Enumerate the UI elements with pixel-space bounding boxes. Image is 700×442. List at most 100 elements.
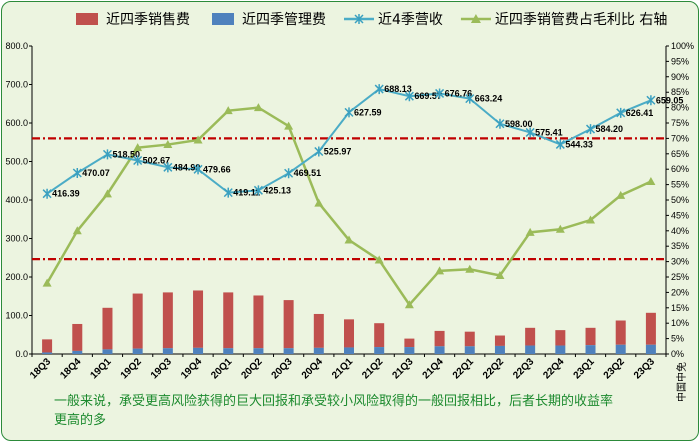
x-tick-label: 21Q2 — [360, 356, 385, 381]
admin-expense-bar — [645, 344, 656, 354]
legend-marker — [470, 14, 481, 23]
admin-expense-bar — [525, 345, 536, 354]
ratio-point — [133, 143, 143, 152]
x-axis-label: 中国中免 — [675, 362, 688, 402]
revenue-data-label: 626.41 — [626, 108, 654, 118]
legend-label: 近四季销售费 — [106, 12, 190, 28]
revenue-point — [193, 164, 203, 175]
revenue-point — [72, 168, 82, 179]
y2-tick-label: 90% — [671, 72, 689, 82]
revenue-data-label: 676.76 — [445, 88, 473, 98]
revenue-data-label: 502.67 — [143, 155, 171, 165]
admin-expense-bar — [494, 345, 505, 354]
revenue-data-label: 598.00 — [505, 119, 533, 129]
sales-expense-bar — [464, 331, 475, 347]
y2-tick-label: 80% — [671, 103, 689, 113]
y2-tick-label: 55% — [671, 180, 689, 190]
ratio-point — [344, 235, 354, 244]
revenue-point — [284, 168, 294, 179]
revenue-point — [495, 118, 505, 129]
y2-tick-label: 35% — [671, 241, 689, 251]
revenue-point — [646, 95, 656, 106]
x-tick-label: 21Q1 — [330, 356, 355, 381]
admin-expense-bar — [102, 349, 113, 354]
y2-tick-label: 60% — [671, 164, 689, 174]
sales-expense-bar — [42, 339, 53, 353]
revenue-data-label: 525.97 — [324, 147, 352, 157]
admin-expense-bar — [223, 348, 234, 354]
sales-expense-bar — [404, 338, 415, 348]
x-tick-label: 20Q2 — [239, 356, 264, 381]
admin-expense-bar — [615, 344, 626, 354]
revenue-point — [102, 149, 113, 160]
x-tick-label: 20Q4 — [300, 356, 325, 381]
revenue-data-label: 470.07 — [82, 168, 110, 178]
revenue-point — [314, 146, 324, 157]
y-tick-label: 0.0 — [15, 349, 28, 359]
x-tick-label: 22Q3 — [511, 356, 536, 381]
revenue-point — [585, 124, 596, 135]
admin-expense-bar — [193, 347, 204, 354]
admin-expense-bar — [344, 347, 354, 354]
revenue-data-label: 544.33 — [565, 139, 593, 149]
x-tick-label: 20Q3 — [270, 356, 295, 381]
admin-expense-bar — [464, 346, 475, 354]
sales-expense-bar — [374, 323, 385, 348]
ratio-point — [193, 135, 203, 144]
x-tick-label: 23Q1 — [572, 356, 597, 381]
ratio-point — [586, 215, 596, 224]
legend-marker — [354, 14, 364, 24]
x-tick-label: 19Q2 — [119, 356, 144, 381]
revenue-point — [465, 93, 475, 104]
ratio-point — [555, 224, 565, 233]
x-tick-label: 22Q1 — [451, 356, 476, 381]
revenue-data-label: 416.39 — [52, 189, 80, 199]
y-tick-label: 500.0 — [5, 157, 28, 167]
ratio-point — [163, 140, 173, 149]
sales-expense-bar — [283, 300, 294, 349]
admin-expense-bar — [434, 346, 445, 354]
ratio-point — [72, 226, 82, 235]
y-tick-label: 400.0 — [5, 195, 28, 205]
x-tick-label: 19Q4 — [179, 356, 204, 381]
sales-expense-bar — [645, 312, 656, 345]
admin-expense-bar — [72, 350, 83, 354]
y-tick-label: 300.0 — [5, 234, 28, 244]
admin-expense-bar — [132, 348, 143, 354]
admin-expense-bar — [253, 348, 264, 354]
legend-label: 近4季营收 — [378, 12, 443, 28]
revenue-data-label: 419.11 — [233, 188, 260, 198]
y2-tick-label: 85% — [671, 87, 689, 97]
revenue-point — [555, 139, 565, 150]
revenue-data-label: 479.66 — [203, 164, 231, 174]
ratio-point — [374, 255, 384, 264]
sales-expense-bar — [162, 292, 173, 349]
y-tick-label: 700.0 — [5, 80, 28, 90]
revenue-data-label: 663.24 — [475, 94, 503, 104]
ratio-point — [102, 189, 112, 198]
y2-tick-label: 10% — [671, 318, 689, 328]
ratio-point — [42, 278, 52, 287]
sales-expense-bar — [525, 327, 536, 346]
sales-expense-bar — [555, 330, 566, 346]
admin-expense-bar — [374, 347, 385, 354]
revenue-point — [42, 188, 52, 199]
legend-swatch — [76, 13, 98, 25]
ratio-point — [616, 190, 626, 199]
revenue-data-label: 469.51 — [294, 168, 322, 178]
y2-tick-label: 70% — [671, 133, 689, 143]
x-tick-label: 18Q3 — [28, 356, 53, 381]
sales-expense-bar — [223, 292, 234, 349]
x-tick-label: 22Q2 — [481, 356, 506, 381]
sales-expense-bar — [494, 335, 505, 346]
x-tick-label: 23Q2 — [602, 356, 627, 381]
revenue-data-label: 627.59 — [354, 107, 382, 117]
sales-expense-bar — [344, 319, 354, 348]
revenue-point — [163, 162, 173, 173]
y2-tick-label: 100% — [671, 41, 694, 51]
revenue-point — [374, 84, 384, 95]
sales-expense-bar — [615, 320, 626, 345]
ratio-point — [525, 227, 535, 236]
